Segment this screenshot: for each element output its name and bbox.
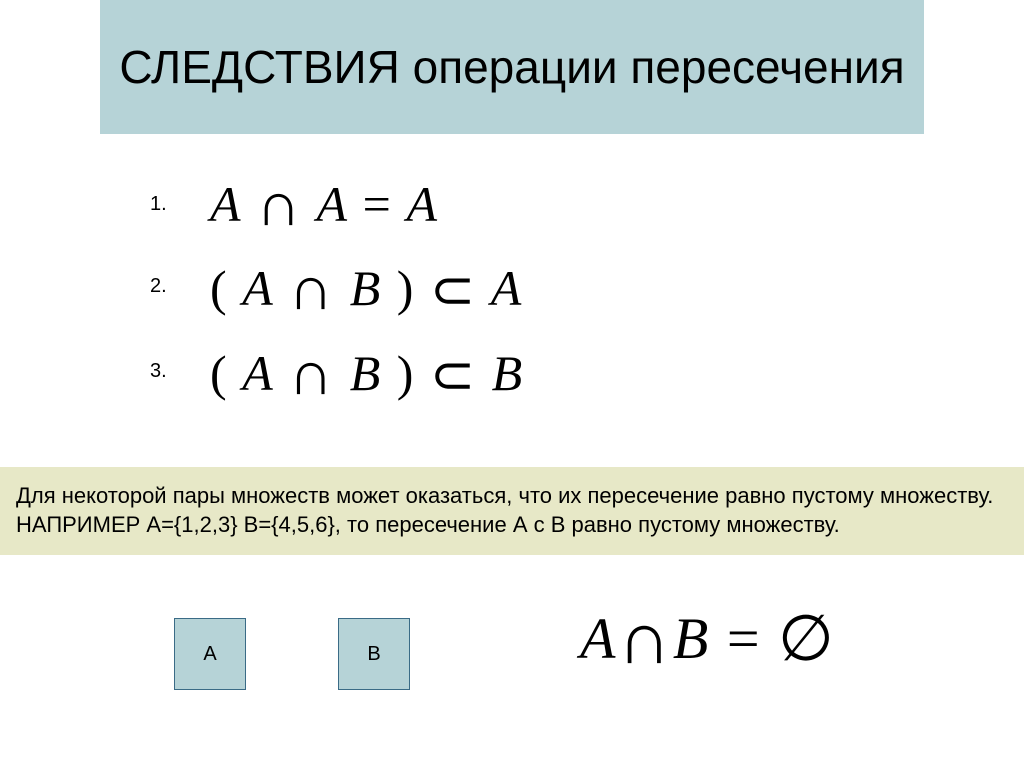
rules-list: 1. A ∩ A = A 2. ( A ∩ B ) ⊂ A 3. ( A ∩ B… — [150, 175, 944, 425]
rule-number: 2. — [150, 275, 210, 298]
rule-formula: ( A ∩ B ) ⊂ A — [210, 255, 523, 318]
rule-number: 3. — [150, 360, 210, 383]
set-boxes: А В — [174, 618, 410, 690]
rule-number: 1. — [150, 193, 210, 216]
set-box-a: А — [174, 618, 246, 690]
rule-formula: A ∩ A = A — [210, 175, 439, 233]
set-box-b: В — [338, 618, 410, 690]
rule-row: 1. A ∩ A = A — [150, 175, 944, 233]
bottom-formula: A∩B = ∅ — [580, 600, 836, 674]
example-note: Для некоторой пары множеств может оказат… — [0, 467, 1024, 555]
rule-row: 2. ( A ∩ B ) ⊂ A — [150, 255, 944, 318]
slide-title: СЛЕДСТВИЯ операции пересечения — [119, 40, 904, 94]
rule-row: 3. ( A ∩ B ) ⊂ B — [150, 340, 944, 403]
rule-formula: ( A ∩ B ) ⊂ B — [210, 340, 524, 403]
title-band: СЛЕДСТВИЯ операции пересечения — [100, 0, 924, 134]
slide: СЛЕДСТВИЯ операции пересечения 1. A ∩ A … — [0, 0, 1024, 767]
